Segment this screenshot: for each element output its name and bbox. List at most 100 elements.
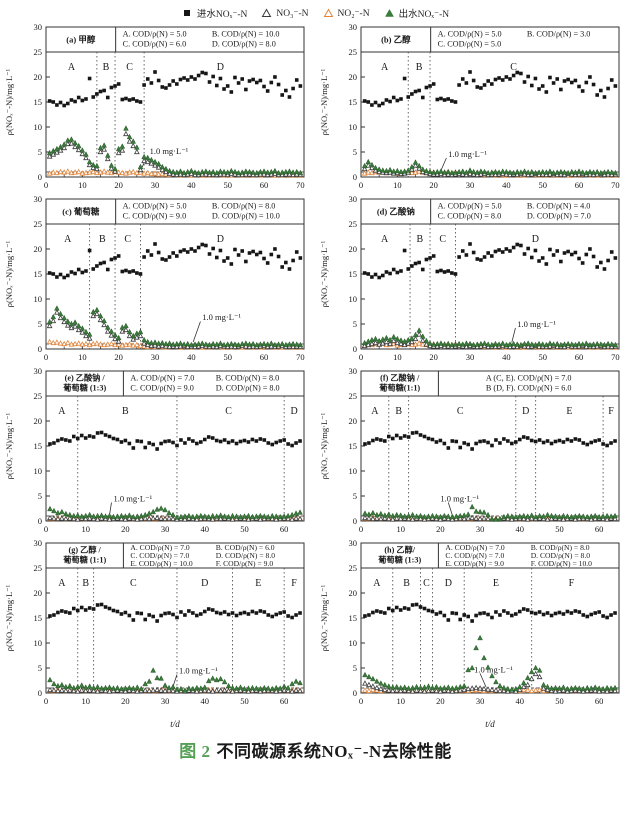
svg-text:30: 30 xyxy=(160,524,169,534)
svg-text:A. COD/ρ(N) = 7.0: A. COD/ρ(N) = 7.0 xyxy=(130,543,190,552)
svg-text:D: D xyxy=(531,234,538,245)
svg-text:1.0 mg·L⁻¹: 1.0 mg·L⁻¹ xyxy=(440,494,479,504)
svg-text:A: A xyxy=(64,234,72,245)
svg-text:B: B xyxy=(395,406,402,417)
svg-text:C. COD/ρ(N) = 9.0: C. COD/ρ(N) = 9.0 xyxy=(122,212,186,221)
svg-text:50: 50 xyxy=(223,180,232,190)
svg-text:60: 60 xyxy=(279,524,288,534)
svg-text:20: 20 xyxy=(348,72,357,82)
svg-text:10: 10 xyxy=(78,180,87,190)
caption-number: 图 2 xyxy=(179,742,211,761)
svg-text:A. COD/ρ(N) = 7.0: A. COD/ρ(N) = 7.0 xyxy=(445,543,505,552)
svg-text:30: 30 xyxy=(475,696,484,706)
svg-text:D: D xyxy=(290,406,297,417)
svg-text:0: 0 xyxy=(37,344,41,354)
svg-text:D: D xyxy=(216,234,223,245)
svg-text:ρ(NOₓ⁻-N)/mg·L⁻¹: ρ(NOₓ⁻-N)/mg·L⁻¹ xyxy=(319,584,329,651)
svg-text:ρ(NOₓ⁻-N)/mg·L⁻¹: ρ(NOₓ⁻-N)/mg·L⁻¹ xyxy=(319,240,329,307)
svg-text:A. COD/ρ(N) = 7.0: A. COD/ρ(N) = 7.0 xyxy=(130,374,194,383)
svg-text:葡萄糖 (1:3): 葡萄糖 (1:3) xyxy=(377,555,421,565)
svg-text:25: 25 xyxy=(33,219,42,229)
svg-text:1.0 mg·L⁻¹: 1.0 mg·L⁻¹ xyxy=(448,149,487,159)
svg-text:D: D xyxy=(522,406,529,417)
svg-text:20: 20 xyxy=(121,696,130,706)
svg-text:20: 20 xyxy=(429,352,438,362)
svg-text:15: 15 xyxy=(33,269,42,279)
svg-text:40: 40 xyxy=(502,180,511,190)
svg-text:E: E xyxy=(492,578,498,589)
svg-text:D. COD/ρ(N) = 8.0: D. COD/ρ(N) = 8.0 xyxy=(211,40,275,49)
svg-text:1.0 mg·L⁻¹: 1.0 mg·L⁻¹ xyxy=(149,146,188,156)
svg-text:60: 60 xyxy=(574,352,583,362)
svg-text:A: A xyxy=(381,62,389,73)
svg-text:10: 10 xyxy=(393,352,402,362)
subplot-a: 0 5 10 15 20 25 30 0 10 20 30 40 50 60 70 ρ(NOₓ⁻-N)/mg·… xyxy=(4,24,305,190)
svg-text:15: 15 xyxy=(33,613,42,623)
triangle-open-icon xyxy=(262,8,272,17)
svg-text:C: C xyxy=(423,578,430,589)
svg-text:ρ(NOₓ⁻-N)/mg·L⁻¹: ρ(NOₓ⁻-N)/mg·L⁻¹ xyxy=(4,584,14,651)
svg-text:25: 25 xyxy=(348,47,357,57)
subplot-d: 0 5 10 15 20 25 30 0 10 20 30 40 50 60 70 ρ(NOₓ⁻-N)/mg·… xyxy=(319,196,620,362)
svg-text:30: 30 xyxy=(348,196,357,204)
svg-text:20: 20 xyxy=(121,524,130,534)
svg-text:10: 10 xyxy=(348,638,357,648)
svg-text:B. COD/ρ(N) = 10.0: B. COD/ρ(N) = 10.0 xyxy=(211,30,279,39)
svg-text:5: 5 xyxy=(37,491,41,501)
svg-text:B. COD/ρ(N) = 3.0: B. COD/ρ(N) = 3.0 xyxy=(526,30,590,39)
svg-text:0: 0 xyxy=(358,352,362,362)
svg-text:A. COD/ρ(N) = 5.0: A. COD/ρ(N) = 5.0 xyxy=(122,202,186,211)
svg-text:10: 10 xyxy=(33,638,42,648)
svg-text:70: 70 xyxy=(611,180,620,190)
subplot-b: 0 5 10 15 20 25 30 0 10 20 30 40 50 60 70 ρ(NOₓ⁻-N)/mg·… xyxy=(319,24,620,190)
svg-text:A. COD/ρ(N) = 5.0: A. COD/ρ(N) = 5.0 xyxy=(437,202,501,211)
svg-text:10: 10 xyxy=(81,696,90,706)
legend-item: 出水NOₓ⁻-N xyxy=(384,6,450,20)
svg-text:B: B xyxy=(102,62,109,73)
svg-text:F: F xyxy=(568,578,574,589)
svg-text:30: 30 xyxy=(33,196,42,204)
svg-text:E. COD/ρ(N) = 10.0: E. COD/ρ(N) = 10.0 xyxy=(130,559,192,568)
svg-text:60: 60 xyxy=(574,180,583,190)
svg-text:C. COD/ρ(N) = 9.0: C. COD/ρ(N) = 9.0 xyxy=(130,384,194,393)
svg-text:B. COD/ρ(N) = 4.0: B. COD/ρ(N) = 4.0 xyxy=(526,202,590,211)
svg-text:40: 40 xyxy=(187,180,196,190)
svg-text:B: B xyxy=(416,234,423,245)
svg-text:A. COD/ρ(N) = 5.0: A. COD/ρ(N) = 5.0 xyxy=(122,30,186,39)
svg-text:20: 20 xyxy=(33,72,42,82)
svg-text:C. COD/ρ(N) = 6.0: C. COD/ρ(N) = 6.0 xyxy=(122,40,186,49)
svg-text:E: E xyxy=(566,406,572,417)
svg-text:30: 30 xyxy=(150,352,159,362)
subplot-grid: 0 5 10 15 20 25 30 0 10 20 30 40 50 60 70 ρ(NOₓ⁻-N)/mg·… xyxy=(0,24,631,731)
svg-text:0: 0 xyxy=(358,696,362,706)
svg-text:15: 15 xyxy=(348,441,357,451)
svg-text:0: 0 xyxy=(352,344,356,354)
svg-text:1.0 mg·L⁻¹: 1.0 mg·L⁻¹ xyxy=(202,312,241,322)
svg-text:0: 0 xyxy=(352,516,356,526)
svg-text:30: 30 xyxy=(33,368,42,376)
svg-text:葡萄糖 (1:3): 葡萄糖 (1:3) xyxy=(62,383,106,393)
legend-label: 出水NOₓ⁻-N xyxy=(398,10,450,20)
svg-text:0: 0 xyxy=(43,524,47,534)
svg-text:C. COD/ρ(N) = 7.0: C. COD/ρ(N) = 7.0 xyxy=(130,551,189,560)
subplot-h: 0 5 10 15 20 25 30 0 10 20 30 40 50 60 ρ(NOₓ⁻-N)/mg·L⁻… xyxy=(319,540,619,729)
svg-text:1.0 mg·L⁻¹: 1.0 mg·L⁻¹ xyxy=(517,319,556,329)
svg-text:10: 10 xyxy=(33,294,42,304)
svg-text:C: C xyxy=(124,234,131,245)
svg-text:E. COD/ρ(N) = 9.0: E. COD/ρ(N) = 9.0 xyxy=(445,559,504,568)
svg-text:25: 25 xyxy=(348,219,357,229)
svg-text:25: 25 xyxy=(33,563,42,573)
svg-text:0: 0 xyxy=(352,688,356,698)
svg-text:10: 10 xyxy=(33,466,42,476)
svg-text:50: 50 xyxy=(240,696,249,706)
svg-text:A: A xyxy=(371,406,379,417)
svg-text:50: 50 xyxy=(223,352,232,362)
svg-text:0: 0 xyxy=(43,180,47,190)
svg-text:C: C xyxy=(456,406,463,417)
svg-text:0: 0 xyxy=(37,688,41,698)
svg-text:0: 0 xyxy=(358,524,362,534)
svg-text:5: 5 xyxy=(352,319,356,329)
svg-text:25: 25 xyxy=(33,47,42,57)
svg-text:20: 20 xyxy=(436,524,445,534)
triangle-open-icon xyxy=(323,8,333,17)
